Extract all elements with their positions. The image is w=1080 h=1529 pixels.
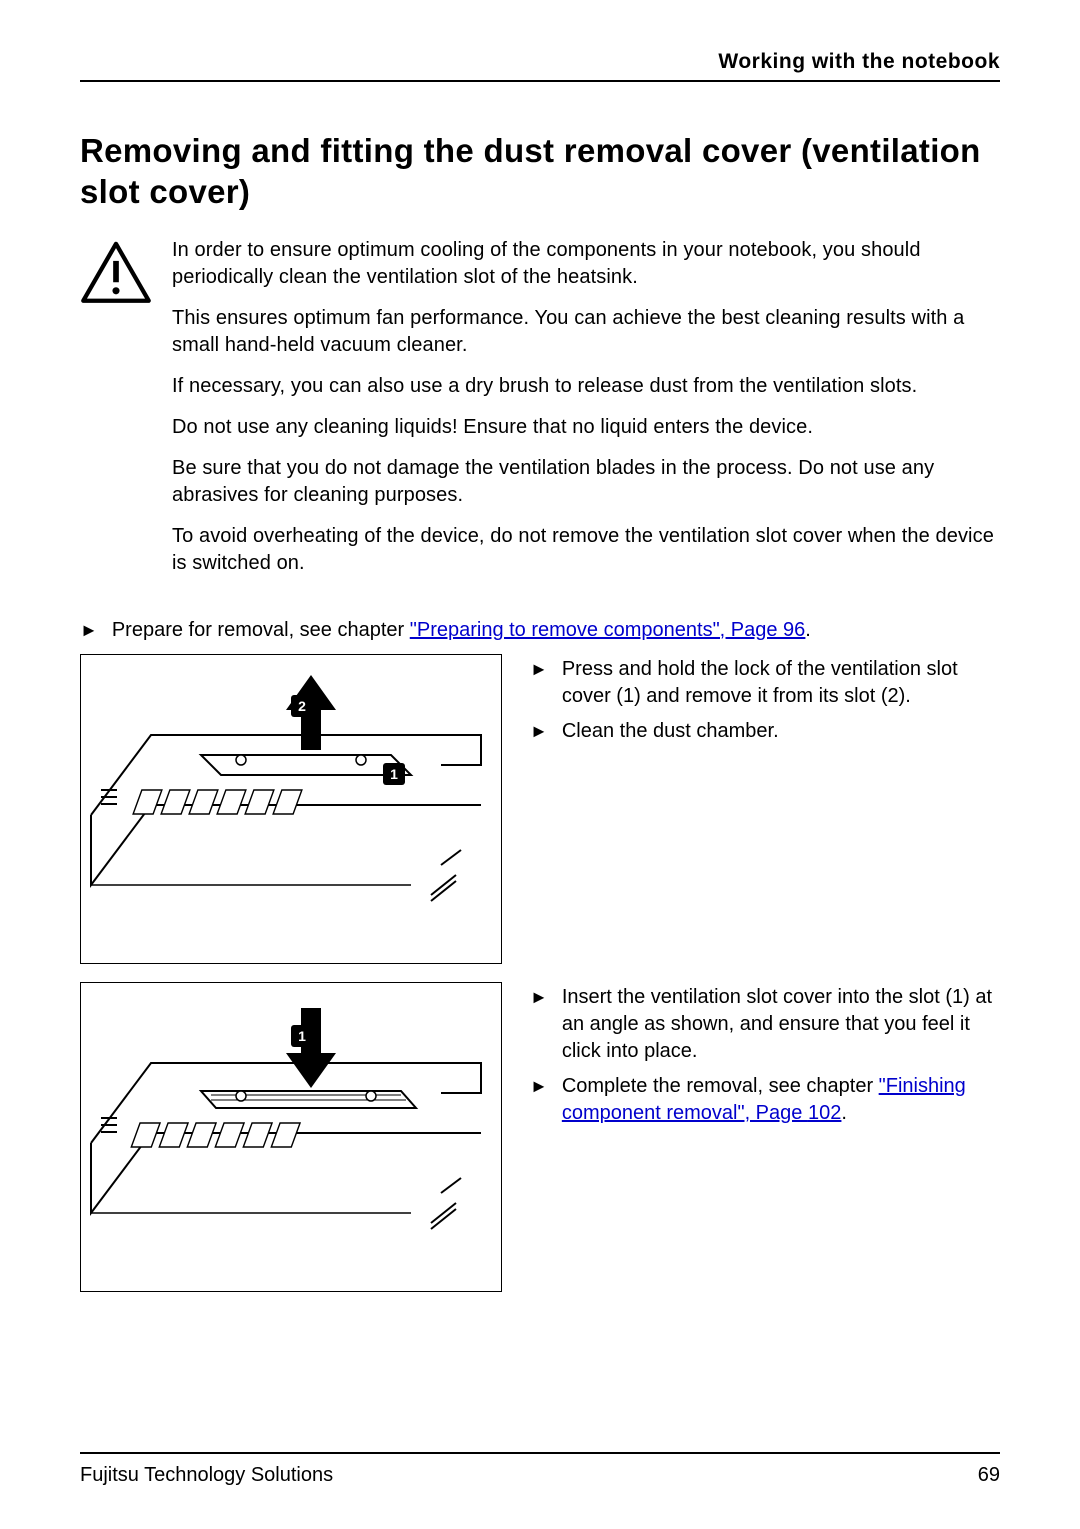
fitting-steps: ► Insert the ventilation slot cover into…	[530, 982, 1000, 1135]
section-title: Working with the notebook	[80, 50, 1000, 80]
finishing-page: 102	[808, 1102, 841, 1124]
callout-1: 1	[291, 1025, 313, 1047]
footer-rule	[80, 1452, 1000, 1454]
page-heading: Removing and fitting the dust removal co…	[80, 130, 1000, 213]
fitting-step: ► Complete the removal, see chapter "Fin…	[530, 1073, 1000, 1127]
prepare-prefix: Prepare for removal, see chapter	[112, 619, 410, 641]
warning-paragraph: Do not use any cleaning liquids! Ensure …	[172, 414, 1000, 441]
figure-row-fitting: 1 ► Insert the ventilation slot cover in…	[80, 982, 1000, 1292]
warning-paragraph: In order to ensure optimum cooling of th…	[172, 237, 1000, 291]
step-arrow-icon: ►	[530, 1073, 548, 1100]
step-text: Clean the dust chamber.	[562, 718, 1000, 745]
prepare-suffix: .	[805, 619, 811, 641]
removal-step: ► Press and hold the lock of the ventila…	[530, 656, 1000, 710]
page-header: Working with the notebook	[80, 50, 1000, 82]
step-text: Insert the ventilation slot cover into t…	[562, 984, 1000, 1065]
callout-1: 1	[383, 763, 405, 785]
removal-steps: ► Press and hold the lock of the ventila…	[530, 654, 1000, 753]
figure-row-removal: 2 1 ► Press and hold the lock of the ven…	[80, 654, 1000, 964]
preparing-link[interactable]: "Preparing to remove components", Page 9…	[410, 619, 806, 641]
step-arrow-icon: ►	[530, 656, 548, 683]
step-arrow-icon: ►	[80, 617, 98, 644]
warning-paragraph: This ensures optimum fan performance. Yo…	[172, 305, 1000, 359]
preparing-page: 96	[783, 619, 805, 641]
page-footer: Fujitsu Technology Solutions 69	[80, 1452, 1000, 1487]
step-text: Press and hold the lock of the ventilati…	[562, 656, 1000, 710]
fitting-prefix: Complete the removal, see chapter	[562, 1075, 879, 1097]
header-rule	[80, 80, 1000, 82]
warning-paragraph: If necessary, you can also use a dry bru…	[172, 373, 1000, 400]
step-text: Complete the removal, see chapter "Finis…	[562, 1073, 1000, 1127]
fitting-suffix: .	[841, 1102, 847, 1124]
step-arrow-icon: ►	[530, 984, 548, 1011]
figure-removal: 2 1	[80, 654, 502, 964]
prepare-step: ► Prepare for removal, see chapter "Prep…	[80, 617, 1000, 644]
warning-paragraph: To avoid overheating of the device, do n…	[172, 523, 1000, 577]
figure-fitting: 1	[80, 982, 502, 1292]
footer-page-number: 69	[978, 1464, 1000, 1487]
callout-2: 2	[291, 695, 313, 717]
step-text: Prepare for removal, see chapter "Prepar…	[112, 617, 1000, 644]
warning-icon	[80, 237, 152, 310]
manual-page: Working with the notebook Removing and f…	[0, 0, 1080, 1529]
removal-step: ► Clean the dust chamber.	[530, 718, 1000, 745]
step-arrow-icon: ►	[530, 718, 548, 745]
warning-block: In order to ensure optimum cooling of th…	[80, 237, 1000, 591]
warning-text: In order to ensure optimum cooling of th…	[172, 237, 1000, 591]
footer-company: Fujitsu Technology Solutions	[80, 1464, 333, 1487]
warning-paragraph: Be sure that you do not damage the venti…	[172, 455, 1000, 509]
fitting-step: ► Insert the ventilation slot cover into…	[530, 984, 1000, 1065]
